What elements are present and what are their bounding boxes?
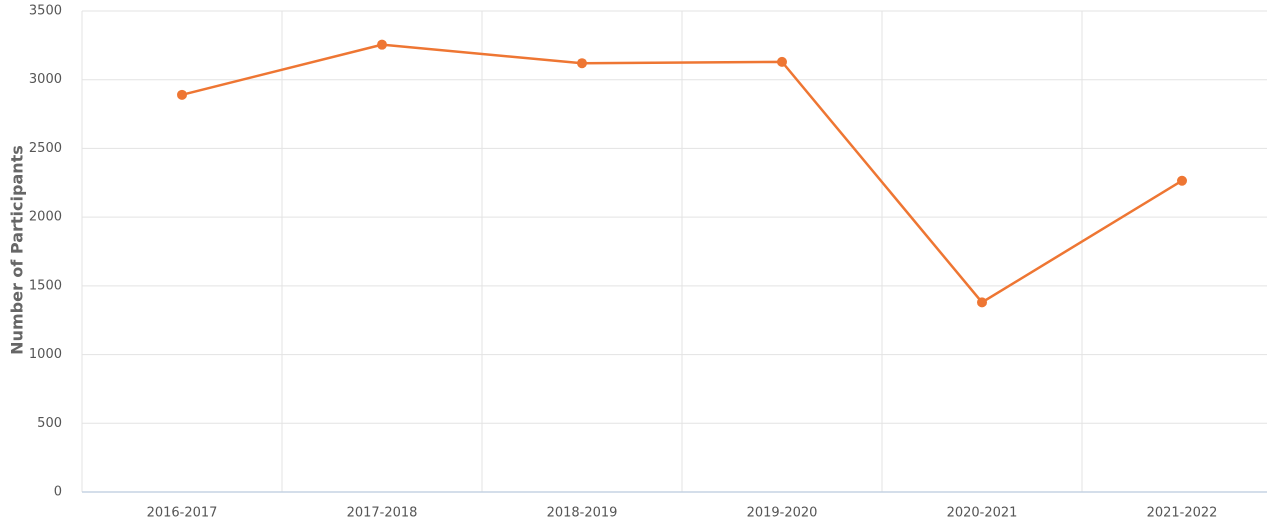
point [1177,175,1187,186]
x-tick-label: 2019-2020 [747,506,818,521]
line [181,43,1183,304]
y-axis-label: Number of Participants [8,145,27,355]
x-tick-label: 2020-2021 [947,506,1018,521]
y-tick-label: 3500 [29,4,62,19]
point [577,58,587,69]
y-tick-label: 1000 [29,347,62,362]
point [977,297,987,308]
y-tick-label: 0 [54,485,62,500]
y-tick-label: 500 [37,416,62,431]
point [377,39,387,50]
y-tick-label: 2500 [29,141,62,156]
point [777,56,787,67]
y-tick-label: 1500 [29,278,62,293]
x-tick-label: 2018-2019 [547,506,618,521]
x-tick-label: 2016-2017 [147,506,218,521]
x-tick-label: 2017-2018 [347,506,418,521]
y-tick-label: 3000 [29,72,62,87]
x-tick-label: 2021-2022 [1147,506,1218,521]
y-tick-label: 2000 [29,210,62,225]
point [177,89,187,100]
